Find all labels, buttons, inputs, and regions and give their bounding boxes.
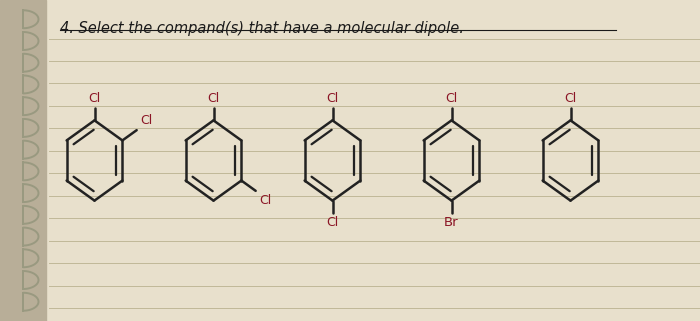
Text: Cl: Cl [207,92,220,105]
Text: Cl: Cl [445,92,458,105]
Text: 4. Select the compand(s) that have a molecular dipole.: 4. Select the compand(s) that have a mol… [60,21,463,36]
Text: Cl: Cl [326,216,339,229]
Text: Br: Br [444,216,458,229]
Text: Cl: Cl [88,92,101,105]
Text: Cl: Cl [564,92,577,105]
Bar [0,0,46,321]
Text: Cl: Cl [260,194,272,206]
Text: Cl: Cl [326,92,339,105]
Text: Cl: Cl [141,115,153,127]
